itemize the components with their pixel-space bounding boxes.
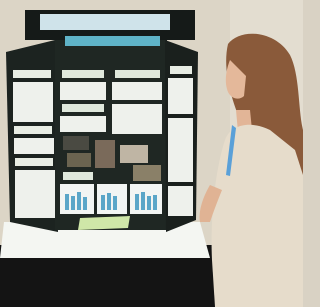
photo-print <box>95 140 115 168</box>
title-band <box>65 36 160 46</box>
graph-bars <box>65 192 157 210</box>
card <box>62 70 104 78</box>
page: (() => { const data = JSON.parse(documen… <box>0 0 303 307</box>
card <box>60 116 106 132</box>
card <box>62 104 104 112</box>
card <box>13 82 53 122</box>
photo-print <box>67 153 91 167</box>
card <box>60 82 106 100</box>
card <box>168 186 193 216</box>
photo-print <box>120 145 148 163</box>
card <box>170 66 192 74</box>
graph-print <box>130 184 162 214</box>
card <box>63 172 93 180</box>
card <box>14 138 54 154</box>
card <box>112 104 162 134</box>
card <box>168 78 193 114</box>
card <box>168 118 193 182</box>
card <box>14 126 52 134</box>
card <box>15 158 53 166</box>
display-object <box>78 216 130 230</box>
card <box>15 170 55 218</box>
dress <box>212 125 303 307</box>
photo <box>0 0 303 307</box>
title-strip <box>40 14 170 30</box>
photo-print <box>133 165 161 181</box>
card <box>112 82 162 100</box>
card <box>13 70 51 78</box>
photo-print <box>63 136 89 150</box>
card <box>115 70 160 78</box>
